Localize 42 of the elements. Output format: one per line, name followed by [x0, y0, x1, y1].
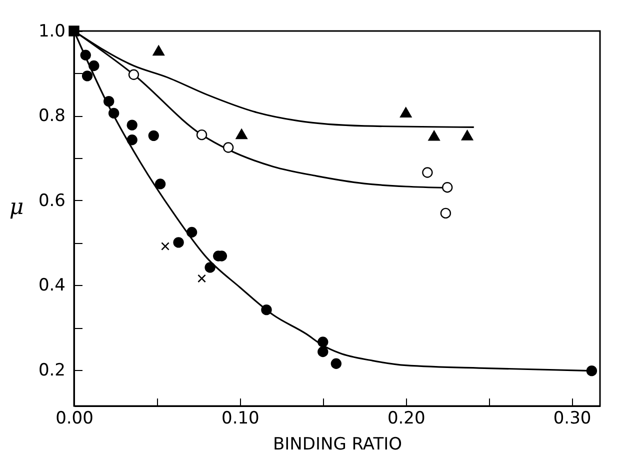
point	[80, 50, 91, 60]
point	[318, 336, 328, 348]
x-axis-title: BINDING RATIO	[272, 434, 402, 454]
point	[428, 130, 440, 141]
x-tick-label: 0.30	[553, 408, 592, 428]
y-tick-label: 1.0	[38, 22, 66, 42]
point	[400, 107, 412, 118]
point	[104, 96, 114, 107]
point	[126, 120, 138, 130]
y-tick-label: 0.6	[38, 190, 66, 211]
x-tick-label: 0.00	[56, 408, 94, 428]
point	[261, 304, 272, 316]
point	[154, 178, 166, 190]
point	[318, 346, 328, 358]
point	[330, 358, 342, 369]
point	[236, 128, 248, 140]
point	[461, 130, 474, 140]
y-tick-label: 0.4	[38, 276, 66, 296]
x-tick-label: 0.10	[222, 408, 260, 428]
x-tick-label: 0.20	[387, 408, 426, 428]
point	[198, 274, 206, 283]
point	[88, 60, 100, 72]
y-tick-label: 0.2	[38, 360, 66, 380]
point	[186, 226, 198, 238]
point	[128, 69, 140, 80]
point	[126, 134, 138, 146]
point	[422, 167, 433, 178]
point	[204, 262, 216, 273]
y-tick-label: 0.8	[38, 106, 66, 126]
point	[148, 130, 159, 141]
point	[196, 129, 208, 140]
point	[68, 26, 80, 36]
point	[440, 208, 452, 219]
point	[173, 237, 184, 248]
point	[108, 108, 120, 119]
y-axis-title: μ	[9, 195, 24, 220]
point	[586, 365, 598, 376]
point	[82, 70, 93, 82]
point	[161, 242, 170, 250]
point	[222, 142, 234, 153]
point	[442, 182, 453, 193]
point	[152, 45, 164, 56]
